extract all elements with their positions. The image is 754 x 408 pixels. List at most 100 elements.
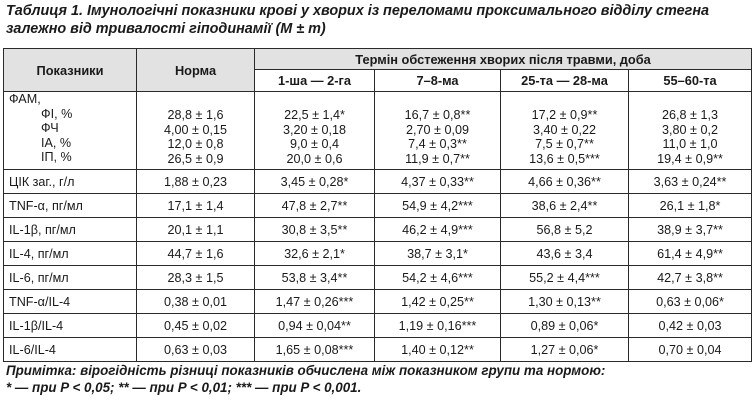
cell-p1: 53,8 ± 3,4** [254,265,375,290]
cell-norm: 1,88 ± 0,23 [136,169,255,194]
cell-norm: 20,1 ± 1,1 [136,217,255,242]
fam-value: 22,5 ± 1,4* [284,108,345,122]
cell-p3: 56,8 ± 5,2 [500,217,629,242]
fam-sub-label: ІА, % [41,135,72,150]
cell-p2: 46,2 ± 4,9*** [374,217,501,242]
cell-p2: 38,7 ± 3,1* [374,241,501,266]
fam-sub-label: ФЧ [41,121,59,135]
cell-norm: 17,1 ± 1,4 [136,193,255,218]
row-label: IL-1β, пг/мл [3,217,137,242]
table-row: IL-6/IL-4 0,63 ± 0,03 1,65 ± 0,08*** 1,40 ±… [3,337,753,362]
fam-label: ФАМ, [9,92,41,106]
table-note: Примітка: вірогідність різниці показникі… [6,362,748,396]
note-line: Примітка: вірогідність різниці показникі… [6,363,606,378]
cell-p4: 42,7 ± 3,8** [627,265,753,290]
fam-value: 28,8 ± 1,6 [167,108,224,122]
fam-sub-label: ФІ, % [41,106,73,121]
cell-p1: 3,45 ± 0,28* [254,169,375,194]
row-label: IL-4, пг/мл [3,241,137,266]
row-label: TNF-α, пг/мл [3,193,137,218]
header-period-4: 55–60-та [627,69,753,92]
fam-value: 4,00 ± 0,15 [164,122,227,137]
table-title: Таблиця 1. Імунологічні показники крові … [6,3,710,37]
row-label: IL-6, пг/мл [3,265,137,290]
cell-p4: 0,42 ± 0,03 [627,313,753,338]
fam-value: 11,0 ± 1,0 [662,137,718,151]
cell-p2: 1,19 ± 0,16*** [374,313,501,338]
table-row: TNF-α/IL-4 0,38 ± 0,01 1,47 ± 0,26*** 1,42 … [3,289,753,314]
cell-p2: 1,40 ± 0,12** [374,337,501,362]
cell-p3: 1,27 ± 0,06* [500,337,629,362]
cell-p3: 0,89 ± 0,06* [500,313,629,338]
fam-p2-cell: 16,7 ± 0,8** 2,70 ± 0,09 7,4 ± 0,3** 11,… [374,91,501,170]
fam-value: 26,5 ± 0,9 [167,151,224,166]
fam-p3-cell: 17,2 ± 0,9** 3,40 ± 0,22 7,5 ± 0,7** 13,… [500,91,629,170]
cell-p4: 3,63 ± 0,24** [627,169,753,194]
row-label: TNF-α/IL-4 [3,289,137,314]
cell-p2: 54,9 ± 4,2*** [374,193,501,218]
cell-p2: 1,42 ± 0,25** [374,289,501,314]
header-period-2: 7–8-ма [374,69,501,92]
fam-p4-cell: 26,8 ± 1,3 3,80 ± 0,2 11,0 ± 1,0 19,4 ± … [627,91,753,170]
cell-p3: 4,66 ± 0,36** [500,169,629,194]
fam-value: 3,80 ± 0,2 [662,122,718,137]
row-label: ЦІК заг., г/л [3,169,137,194]
table-row: IL-6, пг/мл 28,3 ± 1,5 53,8 ± 3,4** 54,2 ± … [3,265,753,290]
header-period-1: 1-ша — 2-га [254,69,375,92]
fam-p1-cell: 22,5 ± 1,4* 3,20 ± 0,18 9,0 ± 0,4 20,0 ±… [254,91,375,170]
fam-value: 3,40 ± 0,22 [533,122,596,137]
cell-norm: 0,45 ± 0,02 [136,313,255,338]
fam-value: 26,8 ± 1,3 [662,108,718,122]
cell-p1: 32,6 ± 2,1* [254,241,375,266]
cell-p1: 1,47 ± 0,26*** [254,289,375,314]
cell-p4: 38,9 ± 3,7** [627,217,753,242]
cell-norm: 28,3 ± 1,5 [136,265,255,290]
fam-value: 11,9 ± 0,7** [405,151,470,166]
table-row: IL-1β, пг/мл 20,1 ± 1,1 30,8 ± 3,5** 46,2 ±… [3,217,753,242]
row-label: IL-6/IL-4 [3,337,137,362]
cell-p1: 1,65 ± 0,08*** [254,337,375,362]
cell-p1: 47,8 ± 2,7** [254,193,375,218]
fam-sub-label: ІП, % [41,150,72,164]
cell-norm: 44,7 ± 1,6 [136,241,255,266]
cell-p3: 43,6 ± 3,4 [500,241,629,266]
cell-p3: 55,2 ± 4,4*** [500,265,629,290]
fam-value: 9,0 ± 0,4 [290,137,339,151]
cell-p4: 0,63 ± 0,06* [627,289,753,314]
table-row: TNF-α, пг/мл 17,1 ± 1,4 47,8 ± 2,7** 54,9 ±… [3,193,753,218]
table-row: IL-4, пг/мл 44,7 ± 1,6 32,6 ± 2,1* 38,7 ± 3… [3,241,753,266]
cell-p1: 30,8 ± 3,5** [254,217,375,242]
fam-value: 13,6 ± 0,5*** [529,151,600,166]
row-label: IL-1β/IL-4 [3,313,137,338]
fam-value: 7,4 ± 0,3** [408,137,467,151]
fam-value: 12,0 ± 0,8 [167,137,224,151]
cell-p2: 4,37 ± 0,33** [374,169,501,194]
header-indicator: Показники [3,48,137,92]
fam-value: 17,2 ± 0,9** [531,108,598,122]
cell-p2: 54,2 ± 4,6*** [374,265,501,290]
header-period-3: 25-та — 28-ма [500,69,629,92]
fam-label-cell: ФАМ, ФІ, % ФЧ ІА, % ІП, % [3,91,137,170]
fam-value: 7,5 ± 0,7** [535,137,594,151]
header-period-group: Термін обстеження хворих після травми, д… [253,48,753,70]
table-row: IL-1β/IL-4 0,45 ± 0,02 0,94 ± 0,04** 1,19 ±… [3,313,753,338]
note-line: * — при P < 0,05; ** — при P < 0,01; ***… [6,380,362,395]
fam-value: 16,7 ± 0,8** [404,108,471,122]
cell-p4: 61,4 ± 4,9** [627,241,753,266]
table-row-fam: ФАМ, ФІ, % ФЧ ІА, % ІП, % 28,8 ± 1,6 4,0… [3,91,753,170]
fam-value: 2,70 ± 0,09 [406,122,469,137]
cell-norm: 0,38 ± 0,01 [136,289,255,314]
data-table: Показники Норма Термін обстеження хворих… [3,48,753,362]
fam-value: 19,4 ± 0,9** [657,151,723,166]
header-norm: Норма [136,48,255,92]
table-row: ЦІК заг., г/л 1,88 ± 0,23 3,45 ± 0,28* 4,37… [3,169,753,194]
cell-norm: 0,63 ± 0,03 [136,337,255,362]
cell-p4: 26,1 ± 1,8* [627,193,753,218]
fam-value: 20,0 ± 0,6 [286,151,343,166]
cell-p3: 38,6 ± 2,4** [500,193,629,218]
fam-norm-cell: 28,8 ± 1,6 4,00 ± 0,15 12,0 ± 0,8 26,5 ±… [136,91,255,170]
cell-p4: 0,70 ± 0,04 [627,337,753,362]
cell-p3: 1,30 ± 0,13** [500,289,629,314]
fam-value: 3,20 ± 0,18 [283,122,346,137]
cell-p1: 0,94 ± 0,04** [254,313,375,338]
